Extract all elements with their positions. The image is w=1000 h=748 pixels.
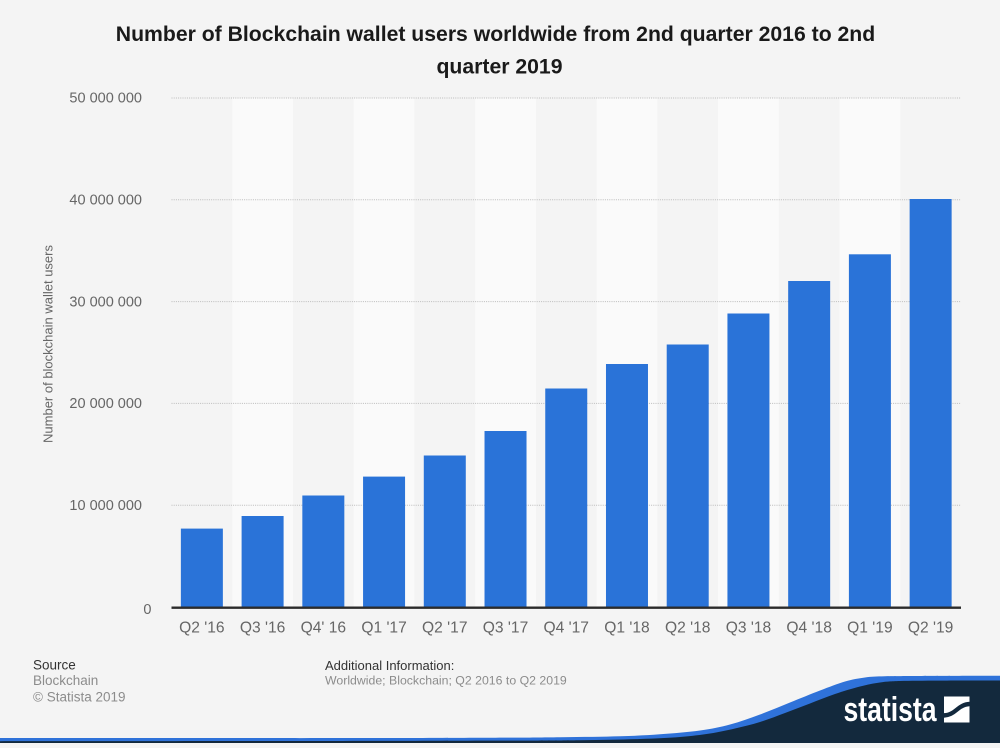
svg-text:© Statista 2019: © Statista 2019 bbox=[33, 689, 126, 704]
svg-text:Q1 '19: Q1 '19 bbox=[847, 620, 892, 637]
svg-text:Additional Information:: Additional Information: bbox=[325, 658, 454, 673]
svg-text:Q2 '17: Q2 '17 bbox=[422, 620, 467, 637]
svg-text:statista: statista bbox=[844, 691, 938, 729]
svg-text:Source: Source bbox=[33, 657, 76, 672]
svg-text:Q2 '19: Q2 '19 bbox=[908, 620, 953, 637]
svg-text:Q3 '16: Q3 '16 bbox=[240, 620, 285, 637]
svg-text:40 000 000: 40 000 000 bbox=[69, 193, 142, 209]
svg-text:Q2 '16: Q2 '16 bbox=[179, 620, 224, 637]
svg-text:Q2 '18: Q2 '18 bbox=[665, 620, 710, 637]
svg-text:quarter 2019: quarter 2019 bbox=[436, 56, 562, 79]
svg-text:50 000 000: 50 000 000 bbox=[69, 91, 142, 107]
svg-text:Q1 '18: Q1 '18 bbox=[604, 620, 649, 637]
svg-text:Q4 '17: Q4 '17 bbox=[544, 620, 589, 637]
svg-text:Q1 '17: Q1 '17 bbox=[361, 620, 406, 637]
svg-text:Q4 '18: Q4 '18 bbox=[786, 620, 831, 637]
svg-text:Q3 '17: Q3 '17 bbox=[483, 620, 528, 637]
svg-text:Blockchain: Blockchain bbox=[33, 673, 98, 688]
svg-text:30 000 000: 30 000 000 bbox=[69, 294, 142, 310]
svg-text:20 000 000: 20 000 000 bbox=[69, 396, 142, 412]
svg-text:Number of Blockchain wallet us: Number of Blockchain wallet users worldw… bbox=[116, 23, 875, 46]
svg-text:Number of blockchain wallet us: Number of blockchain wallet users bbox=[41, 245, 56, 443]
svg-text:Q4' 16: Q4' 16 bbox=[301, 620, 346, 637]
svg-text:0: 0 bbox=[143, 602, 151, 618]
svg-text:10 000 000: 10 000 000 bbox=[69, 498, 142, 514]
svg-text:Worldwide; Blockchain; Q2 2016: Worldwide; Blockchain; Q2 2016 to Q2 201… bbox=[325, 674, 567, 688]
svg-text:Q3 '18: Q3 '18 bbox=[726, 620, 771, 637]
